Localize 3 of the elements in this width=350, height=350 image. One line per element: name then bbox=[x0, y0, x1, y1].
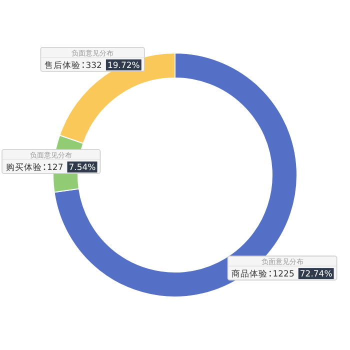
slice-label: 商品体验 bbox=[232, 268, 268, 280]
slice-label: 购买体验 bbox=[6, 162, 42, 174]
slice-label: 售后体验 bbox=[44, 60, 81, 71]
